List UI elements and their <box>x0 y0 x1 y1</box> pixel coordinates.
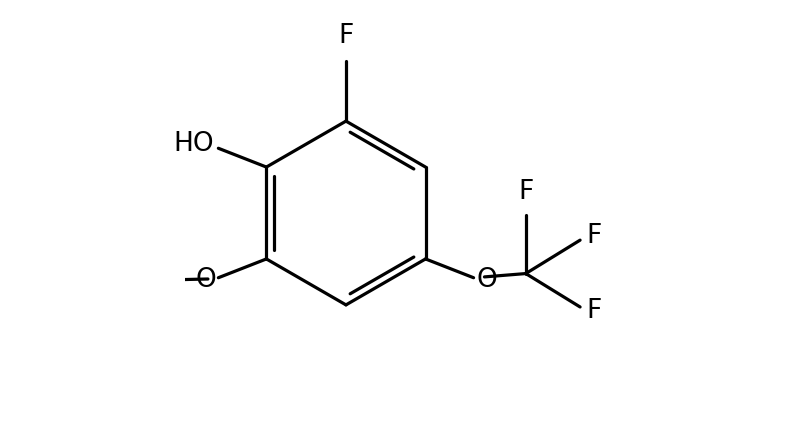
Text: F: F <box>586 223 601 249</box>
Text: F: F <box>338 23 354 49</box>
Text: O: O <box>195 267 216 293</box>
Text: F: F <box>586 298 601 324</box>
Text: F: F <box>519 178 533 204</box>
Text: O: O <box>477 267 498 293</box>
Text: HO: HO <box>173 131 214 157</box>
